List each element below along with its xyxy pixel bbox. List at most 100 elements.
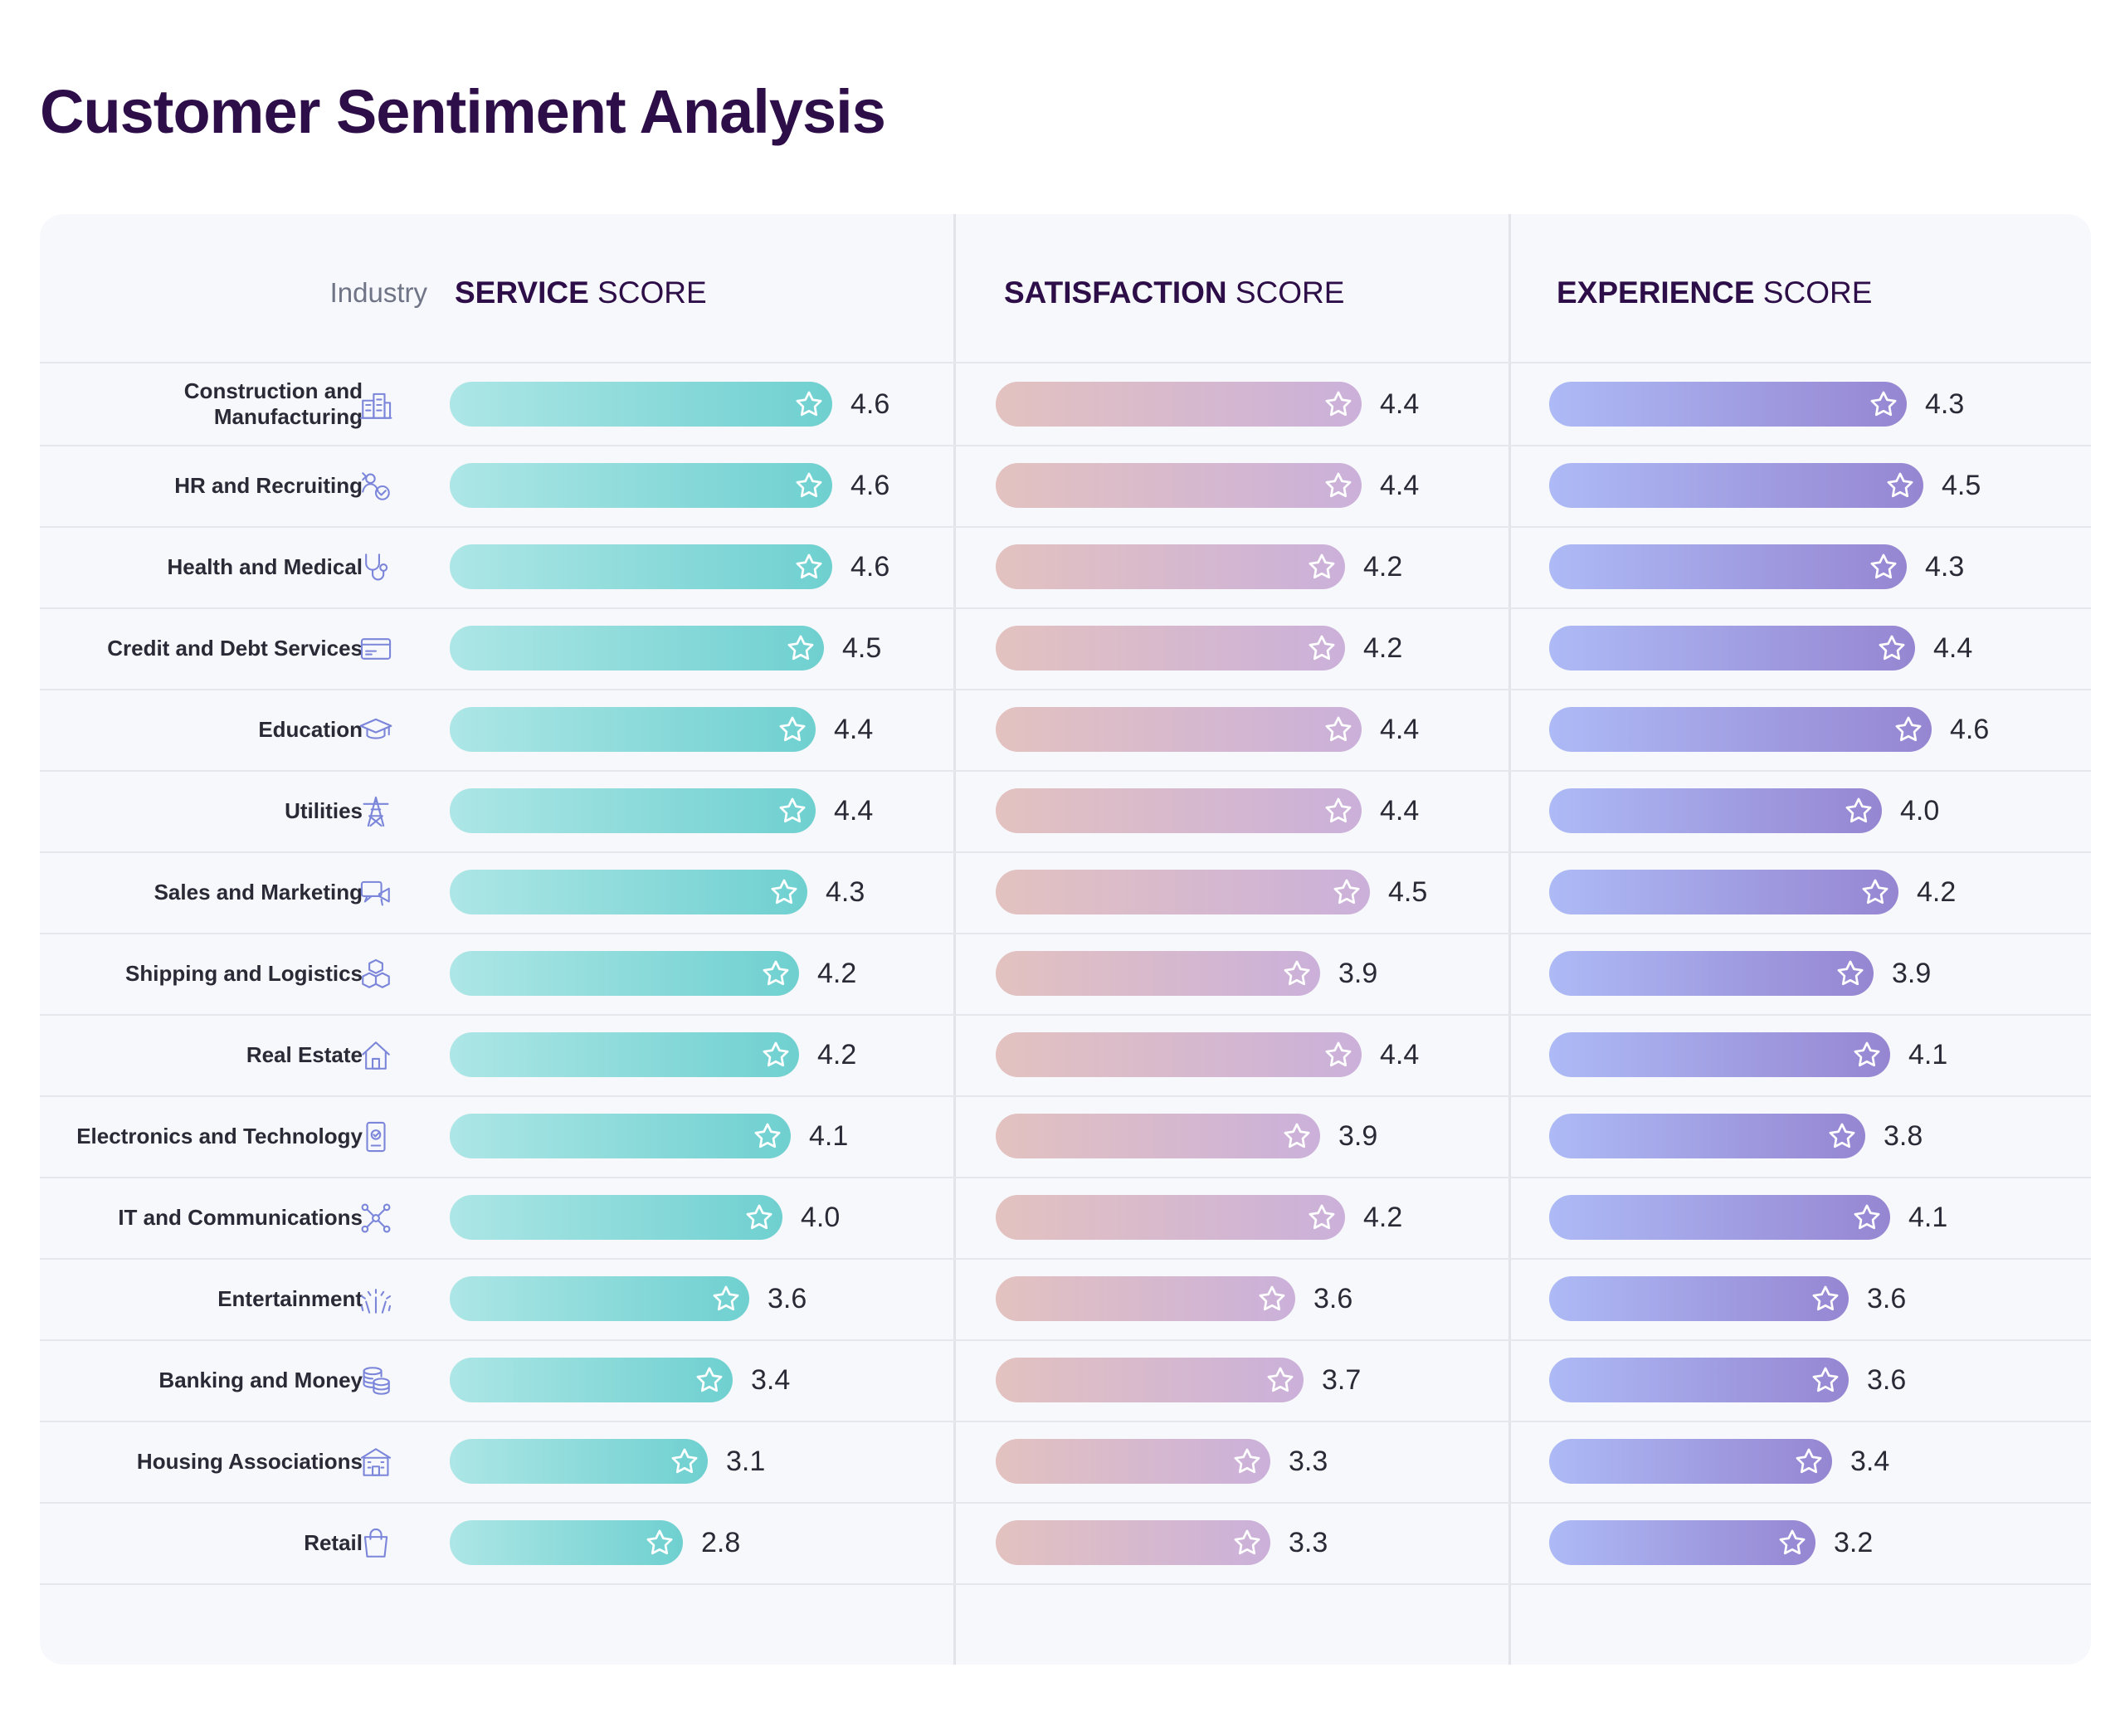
service-score-value: 3.4 — [751, 1364, 791, 1396]
service-score-bar — [450, 463, 832, 508]
apartment-icon — [358, 1445, 393, 1480]
satisfaction-score-bar — [996, 544, 1345, 589]
table-row: Sales and Marketing 4.3 4.5 4.2 — [40, 851, 2091, 934]
service-score-value: 4.2 — [817, 1039, 857, 1070]
table-row: Credit and Debt Services 4.5 4.2 4.4 — [40, 607, 2091, 690]
experience-score-value: 4.0 — [1900, 795, 1940, 827]
recruiting-icon — [358, 469, 393, 504]
experience-score-bar — [1549, 463, 1923, 508]
star-icon — [1232, 1446, 1262, 1476]
table-row: HR and Recruiting 4.6 4.4 4.5 — [40, 445, 2091, 528]
experience-score-bar — [1549, 626, 1915, 671]
star-icon — [694, 1365, 724, 1395]
experience-score-value: 4.1 — [1908, 1202, 1948, 1233]
service-score-value: 4.3 — [826, 876, 865, 908]
industry-label: Sales and Marketing — [154, 879, 363, 905]
service-score-bar — [450, 382, 832, 427]
service-score-bar — [450, 544, 832, 589]
service-score-value: 4.6 — [850, 470, 890, 501]
star-icon — [761, 1040, 791, 1070]
satisfaction-score-header: SATISFACTION SCORE — [1004, 276, 1344, 310]
star-icon — [794, 552, 824, 582]
star-icon — [1860, 877, 1890, 907]
power-tower-icon — [358, 794, 393, 829]
service-score-bar — [450, 870, 807, 914]
star-icon — [1257, 1284, 1287, 1314]
experience-score-value: 4.3 — [1925, 388, 1965, 420]
satisfaction-score-value: 3.9 — [1338, 958, 1378, 989]
satisfaction-score-bar — [996, 382, 1362, 427]
star-icon — [711, 1284, 741, 1314]
star-icon — [1323, 389, 1353, 419]
service-score-value: 4.2 — [817, 958, 857, 989]
industry-label: Housing Associations — [136, 1448, 363, 1474]
industry-label: HR and Recruiting — [174, 472, 363, 498]
satisfaction-score-value: 4.4 — [1380, 714, 1420, 745]
service-score-bar — [450, 1114, 791, 1158]
experience-score-value: 4.2 — [1917, 876, 1957, 908]
table-header: Industry SERVICE SCORE SATISFACTION SCOR… — [40, 214, 2091, 363]
service-score-value: 4.5 — [842, 632, 882, 664]
experience-score-bar — [1549, 544, 1907, 589]
service-score-bar — [450, 626, 824, 671]
satisfaction-score-bar — [996, 951, 1320, 996]
star-icon — [1844, 796, 1874, 826]
star-icon — [1794, 1446, 1824, 1476]
industry-label: Retail — [304, 1529, 363, 1555]
graduation-cap-icon — [358, 713, 393, 748]
star-icon — [777, 714, 807, 744]
experience-score-value: 4.6 — [1950, 714, 1990, 745]
star-icon — [761, 958, 791, 988]
star-icon — [1777, 1528, 1807, 1558]
service-score-value: 4.6 — [850, 551, 890, 583]
experience-score-value: 3.8 — [1884, 1120, 1923, 1152]
house-icon — [358, 1038, 393, 1073]
satisfaction-score-value: 4.2 — [1363, 1202, 1403, 1233]
industry-label: Credit and Debt Services — [107, 635, 363, 661]
star-icon — [1323, 796, 1353, 826]
satisfaction-score-bar — [996, 1439, 1270, 1484]
star-icon — [1869, 389, 1898, 419]
service-score-header: SERVICE SCORE — [455, 276, 707, 310]
star-icon — [777, 796, 807, 826]
industry-label: Health and Medical — [167, 553, 363, 579]
satisfaction-score-bar — [996, 707, 1362, 752]
service-score-bar — [450, 1520, 683, 1565]
satisfaction-score-value: 3.3 — [1289, 1446, 1328, 1477]
column-separator — [1508, 214, 1511, 1665]
star-icon — [1852, 1040, 1882, 1070]
industry-label: Construction and Manufacturing — [183, 378, 363, 429]
header-light: SCORE — [588, 276, 707, 310]
megaphone-icon — [358, 875, 393, 910]
industry-label: Banking and Money — [158, 1367, 363, 1392]
industry-label: Utilities — [285, 797, 363, 823]
industry-label: Entertainment — [217, 1285, 363, 1311]
header-light: SCORE — [1754, 276, 1873, 310]
fireworks-icon — [358, 1282, 393, 1317]
table-row: Entertainment 3.6 3.6 3.6 — [40, 1258, 2091, 1341]
experience-score-bar — [1549, 1358, 1849, 1402]
service-score-value: 4.0 — [801, 1202, 841, 1233]
service-score-value: 3.1 — [726, 1446, 766, 1477]
service-score-bar — [450, 951, 799, 996]
service-score-value: 4.6 — [850, 388, 890, 420]
industry-label: Electronics and Technology — [76, 1123, 363, 1148]
table-row: Real Estate 4.2 4.4 4.1 — [40, 1014, 2091, 1097]
service-score-bar — [450, 707, 816, 752]
star-icon — [1282, 958, 1312, 988]
satisfaction-score-bar — [996, 1276, 1295, 1321]
service-score-value: 4.1 — [809, 1120, 849, 1152]
satisfaction-score-bar — [996, 1114, 1320, 1158]
header-bold: SERVICE — [455, 276, 589, 310]
star-icon — [1827, 1121, 1857, 1151]
service-score-value: 4.4 — [834, 795, 874, 827]
satisfaction-score-bar — [996, 1520, 1270, 1565]
table-row: Utilities 4.4 4.4 4.0 — [40, 770, 2091, 853]
experience-score-bar — [1549, 788, 1882, 833]
star-icon — [1885, 471, 1915, 500]
satisfaction-score-bar — [996, 788, 1362, 833]
experience-score-bar — [1549, 382, 1907, 427]
experience-score-header: EXPERIENCE SCORE — [1557, 276, 1872, 310]
experience-score-value: 3.2 — [1834, 1527, 1874, 1558]
satisfaction-score-bar — [996, 870, 1370, 914]
